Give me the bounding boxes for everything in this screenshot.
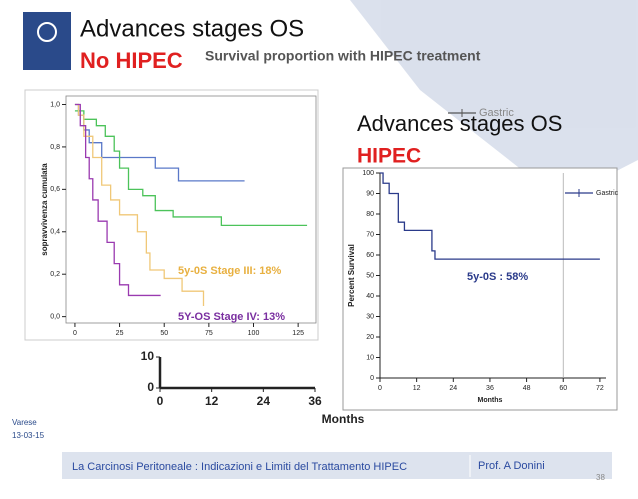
x-tick-label: 75: [205, 330, 213, 337]
x-tick-label: 72: [596, 385, 604, 392]
y-tick-label: 50: [366, 272, 374, 279]
x-tick-label: 25: [116, 330, 124, 337]
x-tick-label: 36: [486, 385, 494, 392]
y-tick-label: 60: [366, 252, 374, 259]
place: Varese: [12, 418, 37, 427]
y-tick-label: 10: [141, 349, 155, 363]
y-tick-label: 30: [366, 313, 374, 320]
plot-area: [65, 95, 317, 324]
y-tick-label: 40: [366, 293, 374, 300]
title: Advances stages OS: [357, 111, 562, 136]
logo-emblem: [37, 22, 57, 42]
survival-curve: [380, 172, 600, 260]
y-tick-label: 0,0: [50, 313, 60, 320]
survival-curve: [74, 103, 205, 307]
annotation: 5y-0S Stage III: 18%: [178, 265, 282, 277]
x-tick-label: 0: [73, 330, 77, 337]
x-tick-label: 36: [308, 394, 322, 408]
chart: 0,0 0,2 0,4 0,6 0,8 1,0 0 25 50 75 100 125 sopravviv…: [40, 95, 317, 337]
y-tick-label: 1,0: [50, 101, 60, 108]
y-tick-label: 0,8: [50, 144, 60, 151]
title: Advances stages OS: [80, 15, 304, 42]
footer-text: La Carcinosi Peritoneale : Indicazioni e…: [72, 461, 407, 473]
x-tick-label: 0: [378, 385, 382, 392]
y-tick-label: 70: [366, 231, 374, 238]
y-axis-label: sopravvivenza cumulata: [40, 163, 49, 256]
y-tick-label: 0: [147, 380, 154, 394]
x-tick-label: 125: [292, 330, 304, 337]
x-tick-label: 50: [160, 330, 168, 337]
watermark: [350, 0, 638, 200]
x-tick-label: 12: [413, 385, 421, 392]
page-number: 38: [596, 473, 605, 482]
caption: Survival proportion with HIPEC treatment: [205, 48, 481, 64]
x-tick-label: 0: [157, 394, 164, 408]
x-axis-label: Months: [478, 397, 503, 404]
subtitle: No HIPEC: [80, 48, 183, 73]
subtitle: HIPEC: [357, 145, 421, 168]
footer-bar: [62, 452, 612, 479]
y-axis-label: Percent Survival: [347, 244, 356, 307]
x-tick-label: 12: [205, 394, 219, 408]
y-tick-label: 10: [366, 354, 374, 361]
y-tick-label: 20: [366, 334, 374, 341]
x-tick-label: 100: [248, 330, 260, 337]
y-tick-label: 90: [366, 190, 374, 197]
x-tick-label: 24: [257, 394, 271, 408]
y-tick-label: 80: [366, 211, 374, 218]
chart: 0 10 20 30 40 50 60 70 80 90 100 0 12 24 36 48 60 72 Perce…: [347, 170, 619, 404]
survival-curve: [74, 110, 308, 227]
annotation: 5y-0S : 58%: [467, 271, 528, 283]
author: Prof. A Donini: [478, 460, 545, 472]
chart-frame: [24, 89, 319, 341]
y-tick-label: 0,2: [50, 271, 60, 278]
x-tick-label: 24: [449, 385, 457, 392]
date: 13-03-15: [12, 431, 45, 440]
x-axis-label: Months: [322, 412, 365, 426]
y-tick-label: 0,6: [50, 186, 60, 193]
legend-label: Gastric: [596, 190, 619, 197]
x-tick-label: 60: [559, 385, 567, 392]
chart-frame: [342, 167, 618, 411]
survival-curve: [74, 103, 161, 297]
y-tick-label: 0: [370, 375, 374, 382]
legend-label: Gastric: [479, 107, 514, 119]
y-tick-label: 0,4: [50, 229, 60, 236]
y-tick-label: 100: [362, 170, 374, 177]
x-tick-label: 48: [523, 385, 531, 392]
annotation: 5Y-OS Stage IV: 13%: [178, 311, 285, 323]
